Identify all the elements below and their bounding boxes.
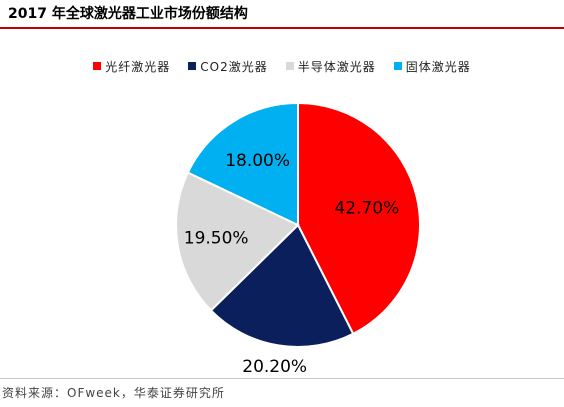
data-label-co2: 20.20% <box>242 357 307 377</box>
legend-item-co2: CO2激光器 <box>188 58 267 75</box>
pie-slice-fiber <box>297 101 421 336</box>
legend-swatch-semiconductor <box>285 62 294 70</box>
title-divider <box>0 27 564 29</box>
legend-item-semiconductor: 半导体激光器 <box>285 58 376 75</box>
source-divider <box>0 378 564 379</box>
data-label-solid: 18.00% <box>225 151 290 171</box>
source-note: 资料来源：OFweek，华泰证券研究所 <box>2 386 225 400</box>
data-label-semiconductor: 19.50% <box>184 229 249 249</box>
pie-slice-co2 <box>209 223 355 348</box>
legend-item-fiber: 光纤激光器 <box>93 58 170 75</box>
legend-label-fiber: 光纤激光器 <box>105 59 171 74</box>
legend-swatch-co2 <box>188 62 197 70</box>
pie-slice-solid <box>186 101 299 227</box>
legend-label-solid: 固体激光器 <box>405 59 471 74</box>
legend-item-solid: 固体激光器 <box>393 58 471 75</box>
legend-swatch-fiber <box>93 62 102 70</box>
legend: 光纤激光器 CO2激光器 半导体激光器 固体激光器 <box>0 58 564 74</box>
legend-label-semiconductor: 半导体激光器 <box>297 59 376 74</box>
legend-label-co2: CO2激光器 <box>200 59 268 74</box>
pie-slice-semiconductor <box>175 171 300 312</box>
data-label-fiber: 42.70% <box>334 199 399 219</box>
chart-title: 2017 年全球激光器工业市场份额结构 <box>8 6 248 22</box>
legend-swatch-solid <box>393 62 402 70</box>
